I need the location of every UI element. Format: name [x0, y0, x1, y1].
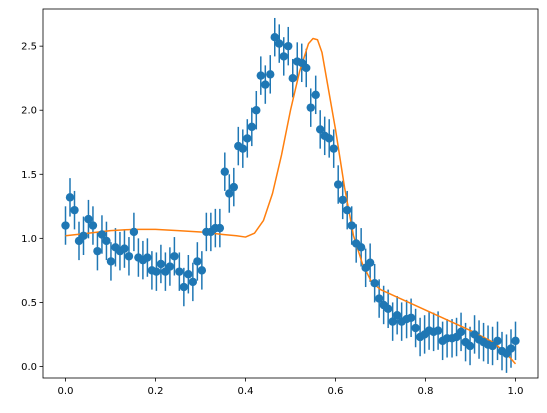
data-point	[170, 252, 179, 261]
data-point	[70, 205, 79, 215]
x-tick-label: 0.4	[238, 386, 254, 397]
data-point	[493, 336, 502, 346]
x-tick-label: 0.8	[418, 386, 434, 397]
plot-frame	[42, 8, 539, 379]
data-point	[229, 182, 238, 192]
axes: 0.0 0.2 0.4 0.6 0.8 1.0 0.0 0.5 1.0 1.5 2.0 2.5	[21, 8, 539, 397]
data-point	[284, 41, 293, 51]
data-point	[302, 63, 311, 73]
data-point	[279, 52, 288, 61]
data-point	[143, 253, 152, 262]
y-tick-label: 0.5	[21, 298, 37, 309]
data-point	[275, 39, 284, 48]
plot-area	[61, 17, 520, 373]
data-point	[197, 266, 207, 275]
x-tick-label: 0.2	[148, 386, 164, 397]
data-point	[61, 221, 70, 230]
data-point	[256, 71, 265, 80]
data-point	[188, 277, 198, 287]
x-tick-label: 1.0	[508, 386, 524, 397]
data-point	[252, 106, 261, 115]
data-point	[338, 195, 347, 205]
data-point	[388, 317, 397, 326]
data-point	[97, 230, 107, 239]
data-point	[106, 257, 116, 266]
data-point	[238, 144, 247, 153]
data-point	[65, 193, 75, 202]
data-point	[433, 326, 443, 335]
y-tick-label: 2.0	[21, 106, 37, 117]
data-point	[225, 189, 234, 198]
data-point	[156, 259, 166, 269]
data-point	[266, 70, 275, 79]
data-point	[247, 122, 256, 132]
data-point	[270, 32, 279, 42]
data-point	[165, 262, 175, 271]
series-group	[61, 17, 520, 373]
data-point	[456, 327, 466, 337]
data-point	[506, 344, 516, 353]
data-point	[374, 294, 384, 303]
data-point	[325, 134, 334, 143]
data-point	[329, 144, 338, 153]
data-point	[347, 221, 356, 230]
data-point	[84, 214, 93, 224]
data-point	[316, 125, 325, 134]
data-point	[370, 278, 379, 288]
data-point	[175, 267, 184, 276]
y-tick-label: 0.0	[21, 362, 37, 373]
data-point	[511, 336, 520, 346]
y-tick-label: 2.5	[21, 42, 37, 53]
data-point	[124, 252, 134, 261]
data-point	[120, 244, 129, 253]
fit-curve-line	[65, 37, 517, 365]
data-point	[356, 243, 366, 252]
y-tick-label: 1.0	[21, 234, 37, 245]
data-point	[343, 205, 352, 215]
data-point	[288, 73, 297, 83]
data-point	[334, 180, 343, 189]
data-point	[383, 304, 393, 314]
data-point	[152, 267, 161, 276]
data-point	[311, 90, 320, 100]
data-point	[215, 223, 225, 233]
y-tick-label: 1.5	[21, 170, 37, 181]
x-tick-label: 0.6	[328, 386, 344, 397]
data-point	[193, 257, 202, 266]
data-point	[102, 236, 111, 246]
data-point	[306, 103, 315, 112]
data-point	[465, 341, 475, 351]
data-point	[129, 227, 139, 237]
data-point	[261, 80, 270, 89]
data-point	[220, 167, 229, 176]
data-point	[406, 313, 416, 322]
data-point	[411, 323, 420, 333]
data-point	[79, 231, 88, 240]
data-point	[365, 258, 375, 267]
data-point	[88, 221, 98, 230]
data-point	[243, 134, 252, 143]
data-point	[179, 282, 189, 292]
data-point	[392, 311, 402, 320]
data-point	[184, 270, 193, 279]
data-point	[93, 246, 102, 256]
x-tick-label: 0.0	[58, 386, 74, 397]
